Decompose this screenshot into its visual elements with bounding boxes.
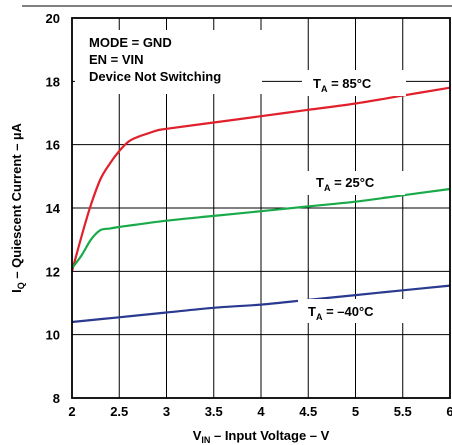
x-tick-labels: 2 2.5 3 3.5 4 4.5 5 5.5 6 bbox=[68, 404, 452, 419]
series-line-1 bbox=[71, 187, 451, 269]
series-label-bg-25 bbox=[305, 171, 405, 195]
plot-frame bbox=[71, 17, 451, 399]
y-tick-label: 10 bbox=[46, 328, 60, 343]
x-tick-label: 5 bbox=[352, 404, 359, 419]
x-tick-label: 4 bbox=[257, 404, 265, 419]
series-lines bbox=[70, 86, 451, 324]
x-tick-label: 6 bbox=[446, 404, 452, 419]
y-tick-label: 16 bbox=[46, 138, 60, 153]
x-tick-label: 4.5 bbox=[299, 404, 317, 419]
y-tick-label: 8 bbox=[53, 391, 60, 406]
x-tick-label: 3.5 bbox=[205, 404, 223, 419]
series-line-2 bbox=[71, 284, 451, 324]
y-tick-label: 18 bbox=[46, 74, 60, 89]
y-tick-labels: 8 10 12 14 16 18 20 bbox=[46, 11, 61, 406]
x-tick-label: 5.5 bbox=[394, 404, 412, 419]
x-tick-label: 2.5 bbox=[110, 404, 128, 419]
x-axis-label: VIN – Input Voltage – V bbox=[193, 428, 330, 445]
annotation-box bbox=[75, 30, 262, 94]
series-label-bg-minus40 bbox=[298, 299, 408, 323]
series-label-minus40: TA = –40°C bbox=[308, 304, 374, 322]
annotation-mode: MODE = GND bbox=[89, 35, 172, 50]
y-tick-label: 12 bbox=[46, 264, 60, 279]
series-label-85: TA = 85°C bbox=[313, 76, 372, 94]
x-tick-label: 3 bbox=[163, 404, 170, 419]
y-tick-label: 20 bbox=[46, 11, 60, 26]
series-label-bg-85 bbox=[302, 70, 406, 96]
y-axis-label: IQ – Quiescent Current – µA bbox=[9, 122, 26, 292]
series-line-0 bbox=[70, 86, 451, 272]
x-tick-label: 2 bbox=[68, 404, 75, 419]
annotation-device: Device Not Switching bbox=[89, 69, 221, 84]
annotation-en: EN = VIN bbox=[89, 52, 144, 67]
series-label-25: TA = 25°C bbox=[316, 175, 375, 193]
y-tick-label: 14 bbox=[46, 201, 61, 216]
